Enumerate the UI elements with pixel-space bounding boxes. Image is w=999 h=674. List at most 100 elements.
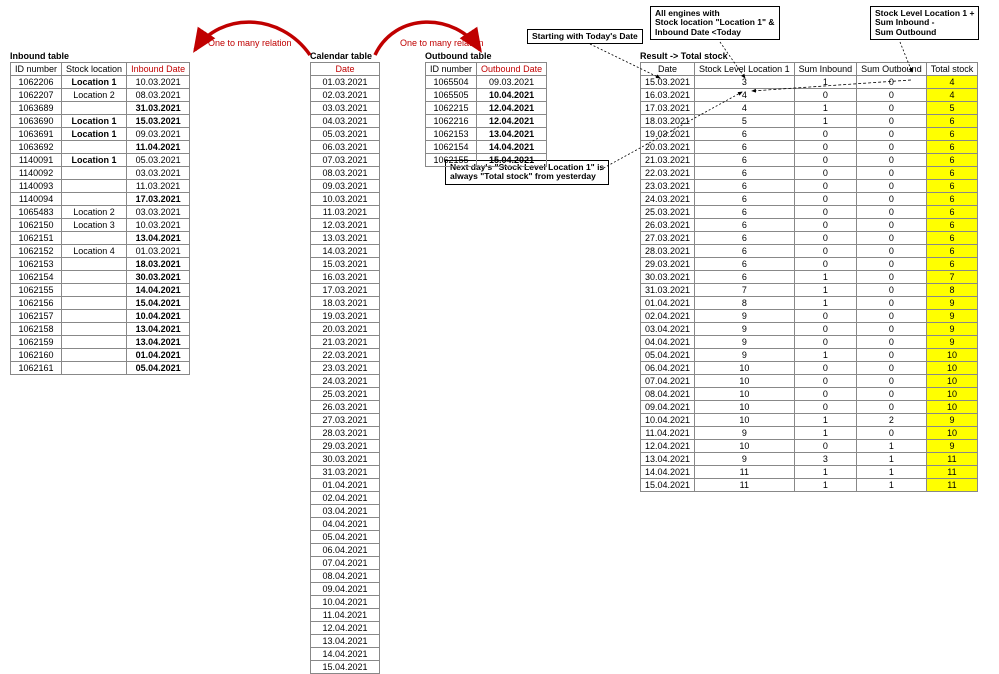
cell-sumin: 0: [794, 375, 857, 388]
cell-sumin: 0: [794, 245, 857, 258]
table-row: 1065483Location 203.03.2021: [11, 206, 190, 219]
cell-loc: Location 4: [62, 245, 127, 258]
cell-date: 27.03.2021: [641, 232, 695, 245]
cell-date: 09.03.2021: [127, 128, 190, 141]
cell-id: 1062215: [426, 102, 477, 115]
cell-stocklevel: 9: [695, 349, 795, 362]
table-row: 26.03.2021: [311, 401, 380, 414]
table-row: 03.04.2021: [311, 505, 380, 518]
col-loc: Stock location: [62, 63, 127, 76]
table-row: 19.03.20216006: [641, 128, 978, 141]
cell-sumout: 0: [857, 336, 927, 349]
cell-date: 17.03.2021: [127, 193, 190, 206]
cell-date: 14.04.2021: [477, 141, 547, 154]
cell-loc: Location 2: [62, 89, 127, 102]
cell-id: 1063689: [11, 102, 62, 115]
cell-date: 18.03.2021: [127, 258, 190, 271]
cell-date: 15.04.2021: [127, 297, 190, 310]
table-row: 106215913.04.2021: [11, 336, 190, 349]
table-row: 1062150Location 310.03.2021: [11, 219, 190, 232]
cell-id: 1063692: [11, 141, 62, 154]
cell-sumout: 0: [857, 258, 927, 271]
table-row: 23.03.2021: [311, 362, 380, 375]
table-row: 25.03.2021: [311, 388, 380, 401]
cell-id: 1062155: [426, 154, 477, 167]
cell-date: 17.03.2021: [641, 102, 695, 115]
table-row: 08.04.2021: [311, 570, 380, 583]
cell-date: 11.04.2021: [641, 427, 695, 440]
cell-date: 27.03.2021: [311, 414, 380, 427]
cell-loc: [62, 336, 127, 349]
cell-loc: [62, 180, 127, 193]
table-row: 09.04.2021: [311, 583, 380, 596]
cell-date: 10.04.2021: [127, 310, 190, 323]
cell-date: 03.03.2021: [311, 102, 380, 115]
cell-date: 25.03.2021: [641, 206, 695, 219]
cell-stocklevel: 10: [695, 388, 795, 401]
cell-id: 1140094: [11, 193, 62, 206]
cell-date: 05.03.2021: [127, 154, 190, 167]
cell-total: 6: [926, 180, 978, 193]
cell-date: 02.04.2021: [641, 310, 695, 323]
table-row: 12.03.2021: [311, 219, 380, 232]
cell-date: 31.03.2021: [311, 466, 380, 479]
cell-date: 13.04.2021: [127, 336, 190, 349]
table-row: 31.03.2021: [311, 466, 380, 479]
cell-id: 1062151: [11, 232, 62, 245]
cell-id: 1065483: [11, 206, 62, 219]
cell-sumin: 0: [794, 310, 857, 323]
table-row: 15.03.20213104: [641, 76, 978, 89]
cell-total: 10: [926, 427, 978, 440]
cell-id: 1140092: [11, 167, 62, 180]
cell-stocklevel: 7: [695, 284, 795, 297]
cell-date: 20.03.2021: [311, 323, 380, 336]
cell-date: 15.03.2021: [641, 76, 695, 89]
cell-id: 1062160: [11, 349, 62, 362]
cell-sumout: 0: [857, 232, 927, 245]
cell-loc: [62, 167, 127, 180]
cell-date: 05.03.2021: [311, 128, 380, 141]
cell-sumout: 0: [857, 193, 927, 206]
cell-date: 19.03.2021: [641, 128, 695, 141]
cell-sumout: 0: [857, 89, 927, 102]
table-row: 20.03.2021: [311, 323, 380, 336]
table-row: 23.03.20216006: [641, 180, 978, 193]
cell-id: 1140091: [11, 154, 62, 167]
table-row: 106368931.03.2021: [11, 102, 190, 115]
cell-loc: [62, 102, 127, 115]
cell-date: 22.03.2021: [311, 349, 380, 362]
table-row: 31.03.20217108: [641, 284, 978, 297]
cell-sumin: 0: [794, 336, 857, 349]
table-row: 27.03.20216006: [641, 232, 978, 245]
cell-date: 28.03.2021: [641, 245, 695, 258]
cell-loc: [62, 193, 127, 206]
cell-date: 01.04.2021: [311, 479, 380, 492]
col-sumin: Sum Inbound: [794, 63, 857, 76]
cell-date: 06.04.2021: [311, 544, 380, 557]
cell-date: 07.04.2021: [311, 557, 380, 570]
cell-date: 24.03.2021: [311, 375, 380, 388]
cell-date: 14.04.2021: [641, 466, 695, 479]
cell-stocklevel: 6: [695, 154, 795, 167]
cell-loc: [62, 271, 127, 284]
table-row: 114009311.03.2021: [11, 180, 190, 193]
cell-sumout: 0: [857, 167, 927, 180]
cell-loc: [62, 310, 127, 323]
cell-id: 1062216: [426, 115, 477, 128]
cell-total: 6: [926, 193, 978, 206]
cell-date: 01.03.2021: [311, 76, 380, 89]
table-row: 106215710.04.2021: [11, 310, 190, 323]
cell-sumin: 1: [794, 466, 857, 479]
cell-sumout: 0: [857, 362, 927, 375]
cell-date: 01.04.2021: [641, 297, 695, 310]
cell-sumin: 1: [794, 102, 857, 115]
col-date: Date: [311, 63, 380, 76]
table-row: 06.03.2021: [311, 141, 380, 154]
cell-sumout: 0: [857, 401, 927, 414]
cell-date: 10.04.2021: [641, 414, 695, 427]
table-row: 19.03.2021: [311, 310, 380, 323]
table-row: 12.04.2021: [311, 622, 380, 635]
cell-sumout: 0: [857, 245, 927, 258]
cell-total: 6: [926, 206, 978, 219]
cell-id: 1062156: [11, 297, 62, 310]
